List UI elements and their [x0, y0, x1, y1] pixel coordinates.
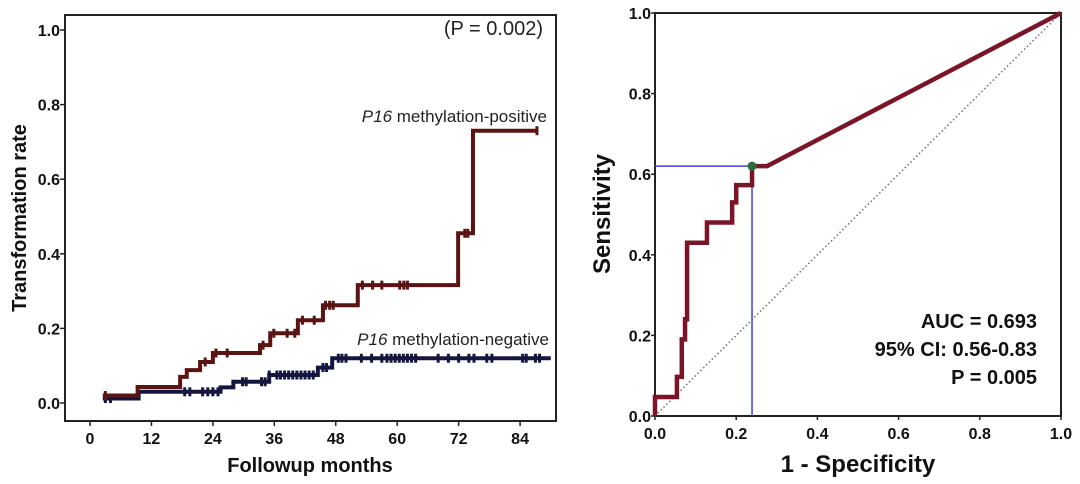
roc-x-tick-label: 0.6 [887, 426, 909, 443]
roc-x-tick-label: 0.4 [806, 426, 828, 443]
km-series-negative [102, 353, 551, 404]
roc-x-tick-label: 0.8 [969, 426, 991, 443]
legend-label-negative-rest: methylation-negative [387, 330, 549, 349]
km-y-axis-label: Transformation rate [9, 124, 31, 312]
legend-label-negative: P16 methylation-negative [357, 330, 549, 349]
roc-y-tick-label: 0.8 [629, 87, 651, 104]
roc-chart: 0.0 0.2 0.4 0.6 0.8 1.0 0.0 0.2 0.4 0.6 0.8 1.0 AU… [589, 6, 1072, 478]
km-x-ticks: 0 12 24 36 48 60 72 84 [86, 421, 529, 448]
km-y-tick-label: 0.0 [38, 396, 60, 413]
km-x-axis-label: Followup months [227, 455, 393, 477]
roc-plot-frame [654, 12, 1062, 417]
roc-x-tick-label: 0.0 [644, 426, 666, 443]
roc-y-tick-label: 0.2 [629, 328, 651, 345]
roc-y-axis-label: Sensitivity [589, 153, 616, 274]
roc-y-tick-label: 0.0 [629, 409, 651, 426]
km-series [102, 126, 551, 404]
roc-x-tick-label: 1.0 [1050, 426, 1072, 443]
km-p-value: (P = 0.002) [444, 18, 543, 40]
km-x-tick-label: 72 [450, 431, 468, 448]
roc-y-tick-label: 0.6 [629, 167, 651, 184]
roc-x-tick-label: 0.2 [725, 426, 747, 443]
km-chart: 0 12 24 36 48 60 72 84 0.0 0.2 0.4 0.6 0.8 1.0 (P = … [9, 14, 557, 477]
cutoff-point-marker [747, 161, 757, 171]
km-y-tick-label: 1.0 [38, 23, 60, 40]
km-x-tick-label: 60 [388, 431, 406, 448]
roc-x-axis-label: 1 - Specificity [781, 451, 936, 478]
km-plot-frame [64, 14, 557, 422]
auc-text: AUC = 0.693 [921, 311, 1037, 333]
km-y-tick-label: 0.4 [38, 247, 60, 264]
ci-text: 95% CI: 0.56-0.83 [875, 339, 1037, 361]
km-y-ticks: 0.0 0.2 0.4 0.6 0.8 1.0 [38, 23, 65, 413]
legend-label-positive-rest: methylation-positive [392, 107, 547, 126]
km-x-tick-label: 24 [204, 431, 222, 448]
km-series-positive [102, 126, 539, 401]
km-x-tick-label: 12 [143, 431, 161, 448]
km-x-tick-label: 84 [511, 431, 529, 448]
legend-label-positive: P16 methylation-positive [362, 107, 547, 126]
km-step-line [102, 356, 551, 401]
km-x-tick-label: 48 [327, 431, 345, 448]
km-y-tick-label: 0.6 [38, 172, 60, 189]
roc-reference-line [654, 12, 1062, 417]
km-step-line [102, 128, 537, 398]
legend-label-positive-italic: P16 [362, 107, 393, 126]
p-value-text: P = 0.005 [951, 367, 1037, 389]
km-x-tick-label: 36 [265, 431, 283, 448]
km-y-tick-label: 0.8 [38, 98, 60, 115]
km-x-tick-label: 0 [86, 431, 95, 448]
roc-x-ticks: 0.0 0.2 0.4 0.6 0.8 1.0 [644, 416, 1072, 443]
roc-stats: AUC = 0.693 95% CI: 0.56-0.83 P = 0.005 [875, 311, 1037, 389]
roc-series [652, 11, 1063, 417]
legend-label-negative-italic: P16 [357, 330, 388, 349]
roc-y-ticks: 0.0 0.2 0.4 0.6 0.8 1.0 [629, 6, 655, 426]
roc-y-tick-label: 0.4 [629, 248, 651, 265]
roc-curve [652, 11, 1063, 416]
km-y-tick-label: 0.2 [38, 321, 60, 338]
roc-y-tick-label: 1.0 [629, 6, 651, 23]
